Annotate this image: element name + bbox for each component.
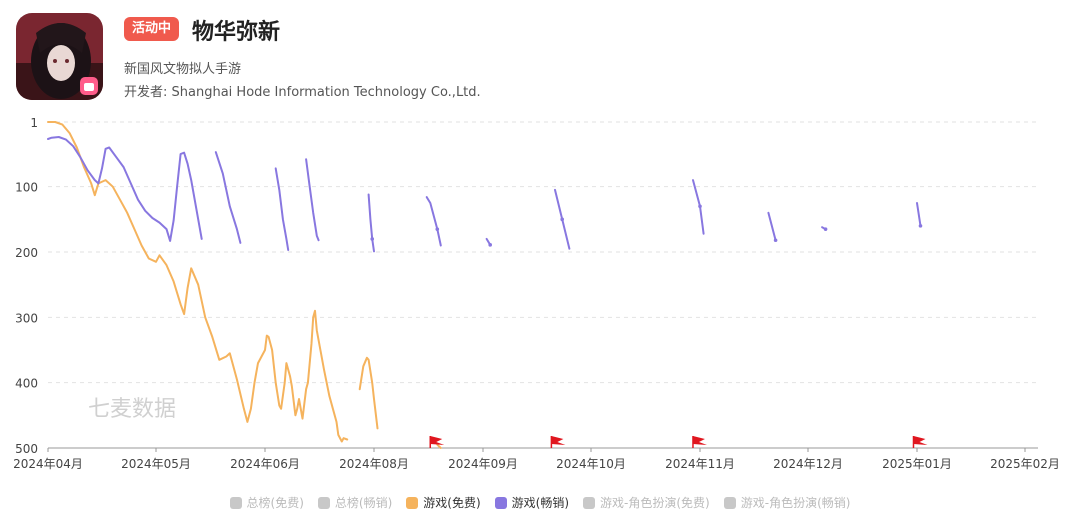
event-flag-icon bbox=[692, 436, 707, 448]
developer-line: 开发者: Shanghai Hode Information Technolog… bbox=[124, 81, 481, 100]
legend-label: 游戏-角色扮演(畅销) bbox=[740, 496, 851, 510]
legend-swatch bbox=[229, 496, 242, 509]
legend-swatch bbox=[317, 496, 330, 509]
free-rank-line bbox=[358, 356, 379, 430]
app-subtitle: 新国风文物拟人手游 bbox=[124, 62, 242, 77]
status-badge: 活动中 bbox=[124, 17, 180, 41]
grossing-rank-line bbox=[274, 167, 290, 251]
legend-swatch bbox=[723, 496, 736, 509]
grossing-rank-point bbox=[918, 224, 923, 228]
legend-label: 总榜(畅销) bbox=[334, 496, 393, 510]
event-flag-icon bbox=[550, 436, 566, 448]
x-tick-label: 2024年04月 bbox=[13, 457, 83, 471]
x-tick-label: 2024年10月 bbox=[556, 457, 626, 471]
grossing-rank-line bbox=[214, 151, 242, 244]
legend-label: 游戏-角色扮演(免费) bbox=[600, 496, 710, 510]
legend-item[interactable]: 游戏(畅销) bbox=[494, 494, 570, 511]
grossing-rank-point bbox=[435, 227, 440, 231]
flag-banner bbox=[551, 436, 566, 445]
grossing-rank-line bbox=[305, 158, 320, 242]
grossing-rank-point bbox=[488, 243, 493, 247]
flag-banner bbox=[692, 436, 707, 445]
legend-item[interactable]: 游戏(免费) bbox=[406, 494, 481, 511]
app-title: 物华弥新 bbox=[192, 20, 281, 45]
free-rank-line bbox=[436, 443, 442, 449]
legend-item[interactable]: 游戏-角色扮演(免费) bbox=[583, 494, 710, 511]
grossing-rank-line bbox=[767, 211, 777, 242]
chart-legend: 总榜(免费) 总榜(畅销) 游戏(免费) 游戏(畅销) 游戏-角色扮演(免费) 游戏-角色… bbox=[0, 494, 1080, 511]
watermark: 七麦数据 bbox=[88, 397, 176, 422]
legend-swatch bbox=[583, 496, 596, 509]
grossing-rank-line bbox=[692, 179, 705, 235]
app-icon bbox=[16, 13, 103, 100]
legend-item[interactable]: 总榜(免费) bbox=[229, 494, 304, 511]
y-tick-label: 300 bbox=[15, 311, 38, 325]
y-tick-label: 1 bbox=[30, 116, 38, 130]
grossing-rank-point bbox=[823, 227, 828, 231]
grossing-rank-line bbox=[425, 196, 442, 247]
legend-swatch bbox=[406, 496, 419, 509]
grossing-rank-point bbox=[698, 204, 702, 209]
x-tick-label: 2024年11月 bbox=[665, 457, 735, 471]
flag-banner bbox=[913, 436, 928, 445]
y-tick-label: 400 bbox=[15, 377, 38, 391]
legend-swatch bbox=[494, 496, 507, 509]
rank-chart: 七麦数据 1 100 200 300 400 500 2024年04月 2024年05月 20… bbox=[13, 116, 1060, 471]
y-tick-label: 500 bbox=[15, 442, 38, 456]
free-rank-line bbox=[47, 121, 349, 443]
legend-item[interactable]: 总榜(畅销) bbox=[317, 494, 393, 511]
x-tick-label: 2024年09月 bbox=[448, 457, 518, 471]
legend-label: 游戏(畅销) bbox=[511, 496, 570, 510]
grossing-rank-line bbox=[916, 202, 922, 227]
x-tick-label: 2024年12月 bbox=[773, 457, 843, 471]
x-tick-label: 2024年05月 bbox=[121, 457, 191, 471]
grossing-rank-point bbox=[773, 238, 778, 243]
x-tick-label: 2025年01月 bbox=[882, 457, 952, 471]
legend-label: 总榜(免费) bbox=[246, 496, 304, 510]
legend-label: 游戏(免费) bbox=[423, 496, 481, 510]
y-tick-label: 100 bbox=[15, 181, 38, 195]
grossing-rank-line bbox=[367, 193, 375, 253]
x-tick-label: 2024年06月 bbox=[230, 457, 300, 471]
grossing-rank-line bbox=[47, 136, 203, 242]
grossing-rank-point bbox=[370, 237, 375, 241]
developer-name: Shanghai Hode Information Technology Co.… bbox=[171, 85, 481, 100]
y-tick-label: 200 bbox=[15, 246, 38, 260]
event-flag-icon bbox=[912, 436, 928, 448]
x-tick-label: 2025年02月 bbox=[990, 457, 1060, 471]
developer-label: 开发者: bbox=[124, 85, 168, 100]
legend-item[interactable]: 游戏-角色扮演(畅销) bbox=[723, 494, 851, 511]
grossing-rank-point bbox=[560, 217, 564, 222]
event-flag-icon bbox=[429, 436, 445, 448]
x-tick-label: 2024年08月 bbox=[339, 457, 409, 471]
flag-banner bbox=[430, 436, 445, 445]
